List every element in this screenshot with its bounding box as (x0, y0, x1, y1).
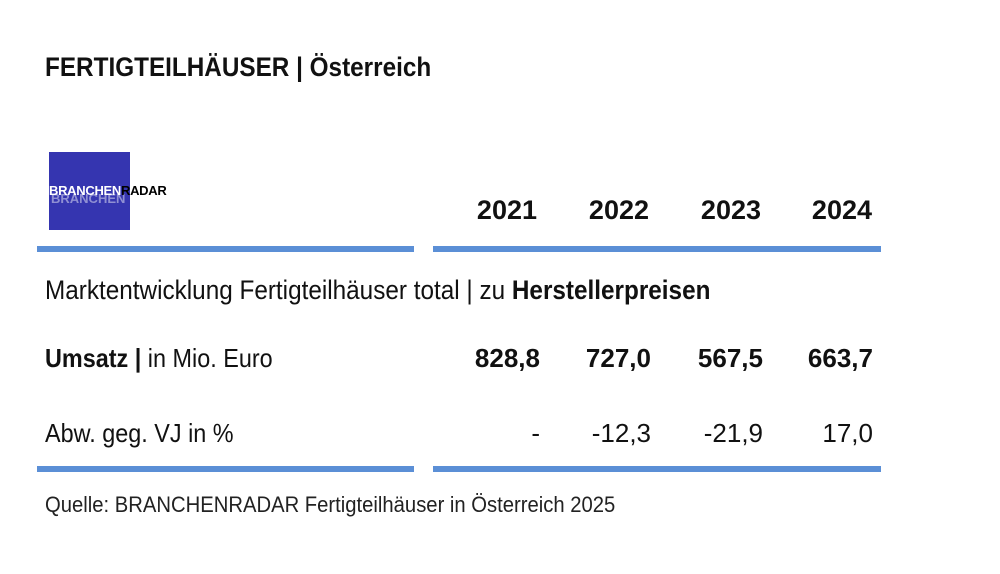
logo-shadow: BRANCHEN (51, 191, 126, 206)
row-label-bold: Umsatz | (45, 343, 142, 373)
divider (37, 246, 414, 252)
table-cell: 567,5 (697, 343, 763, 373)
year-header: 2024 (811, 195, 872, 225)
logo-part1: BRANCHEN (49, 183, 121, 198)
table-cell: 727,0 (585, 343, 651, 373)
divider (433, 246, 881, 252)
table-cell: 17,0 (822, 418, 873, 448)
source-note: Quelle: BRANCHENRADAR Fertigteilhäuser i… (45, 492, 616, 517)
table-cell: -21,9 (703, 418, 763, 448)
row-label-change: Abw. geg. VJ in % (45, 418, 234, 448)
table-subtitle: Marktentwicklung Fertigteilhäuser total … (45, 275, 710, 306)
logo-part2: RADAR (121, 183, 167, 198)
table-cell: 828,8 (474, 343, 540, 373)
divider (37, 466, 414, 472)
year-header: 2021 (476, 195, 537, 225)
divider (433, 466, 881, 472)
year-header: 2023 (700, 195, 761, 225)
subtitle-bold: Herstellerpreisen (511, 275, 711, 305)
table-cell: 663,7 (807, 343, 873, 373)
subtitle-text: Marktentwicklung Fertigteilhäuser total … (45, 275, 512, 305)
table-cell: -12,3 (591, 418, 651, 448)
logo-text: BRANCHENRADAR (49, 183, 167, 198)
table-cell: - (531, 418, 540, 448)
row-label-umsatz: Umsatz | in Mio. Euro (45, 343, 273, 374)
row-label-unit: in Mio. Euro (141, 343, 273, 373)
branchenradar-logo (49, 152, 130, 230)
year-header: 2022 (588, 195, 649, 225)
page-title: FERTIGTEILHÄUSER | Österreich (45, 52, 432, 82)
